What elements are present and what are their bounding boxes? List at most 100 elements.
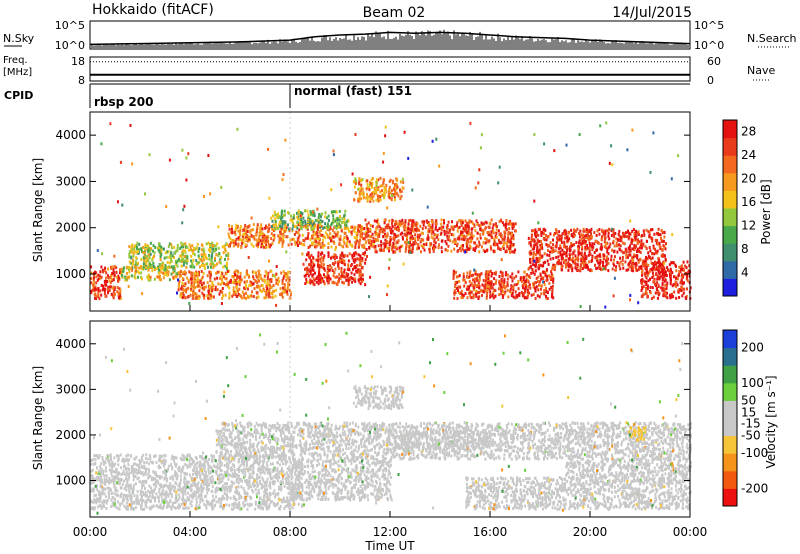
heatmap-cell <box>539 251 542 255</box>
heatmap-cell <box>639 250 642 254</box>
heatmap-cell <box>185 259 188 262</box>
heatmap-cell <box>162 247 165 251</box>
heatmap-cell <box>415 241 418 245</box>
heatmap-cell <box>623 251 625 255</box>
heatmap-cell <box>345 278 348 282</box>
heatmap-cell <box>103 292 106 295</box>
heatmap-cell <box>106 280 108 283</box>
heatmap-cell <box>532 229 535 233</box>
heatmap-cell <box>588 247 591 250</box>
heatmap-cell <box>198 295 201 299</box>
freq-unit-label: [MHz] <box>3 67 32 78</box>
heatmap-cell <box>657 296 659 300</box>
heatmap-cell <box>538 248 541 252</box>
heatmap-speckle <box>437 238 440 241</box>
heatmap-cell <box>457 226 460 230</box>
heatmap-cell <box>503 237 506 241</box>
heatmap-cell <box>583 234 586 238</box>
heatmap-cell <box>266 237 269 241</box>
heatmap-cell <box>366 197 369 201</box>
heatmap-cell <box>217 282 220 286</box>
heatmap-cell <box>674 280 677 284</box>
heatmap-cell <box>462 244 464 247</box>
heatmap-cell <box>656 277 659 281</box>
heatmap-cell <box>181 258 184 262</box>
heatmap-cell <box>550 272 553 276</box>
heatmap-cell <box>198 260 201 264</box>
heatmap-cell <box>578 235 581 239</box>
heatmap-cell <box>554 244 557 248</box>
heatmap-cell <box>247 287 249 291</box>
heatmap-cell <box>492 249 495 253</box>
heatmap-cell <box>627 229 629 233</box>
heatmap-cell <box>343 231 346 235</box>
heatmap-cell <box>317 277 320 281</box>
heatmap-cell <box>179 295 182 299</box>
heatmap-cell <box>461 219 464 223</box>
heatmap-cell <box>358 241 361 245</box>
heatmap-cell <box>599 261 601 265</box>
heatmap-cell <box>404 249 407 253</box>
heatmap-cell <box>440 250 443 254</box>
heatmap-cell <box>108 288 111 292</box>
heatmap-cell <box>161 261 164 265</box>
heatmap-cell <box>248 275 251 279</box>
heatmap-cell <box>153 266 156 270</box>
heatmap-speckle <box>384 125 387 129</box>
heatmap-cell <box>127 453 129 457</box>
heatmap-cell <box>538 280 541 284</box>
heatmap-cell <box>572 256 574 260</box>
heatmap-speckle <box>382 151 385 155</box>
heatmap-cell <box>218 260 221 264</box>
heatmap-cell <box>191 264 194 268</box>
heatmap-cell <box>427 221 430 225</box>
heatmap-cell <box>189 245 192 249</box>
heatmap-cell <box>341 274 344 278</box>
heatmap-cell <box>490 280 493 284</box>
heatmap-cell <box>353 273 356 277</box>
heatmap-cell <box>460 221 463 225</box>
heatmap-cell <box>355 269 358 273</box>
heatmap-cell <box>607 234 610 238</box>
heatmap-cell <box>344 254 347 258</box>
heatmap-speckle <box>677 154 680 158</box>
heatmap-cell <box>209 263 212 267</box>
heatmap-cell <box>387 226 390 230</box>
heatmap-cell <box>630 242 633 245</box>
heatmap-cell <box>418 236 421 240</box>
heatmap-cell <box>546 243 549 247</box>
heatmap-cell <box>124 277 127 281</box>
heatmap-cell <box>577 247 580 251</box>
heatmap-cell <box>335 227 338 231</box>
heatmap-cell <box>261 278 264 282</box>
heatmap-cell <box>232 240 235 244</box>
heatmap-cell <box>275 223 278 227</box>
ytick-label: 4000 <box>55 128 86 142</box>
heatmap-cell <box>549 277 552 280</box>
heatmap-cell <box>332 235 334 239</box>
heatmap-cell <box>683 268 685 272</box>
heatmap-cell <box>354 177 357 181</box>
heatmap-cell <box>172 267 175 271</box>
heatmap-cell <box>584 239 587 243</box>
heatmap-cell <box>644 265 647 269</box>
heatmap-cell <box>238 283 241 287</box>
heatmap-cell <box>136 246 139 249</box>
heatmap-cell <box>622 231 624 235</box>
heatmap-cell <box>376 233 379 237</box>
heatmap-cell <box>541 246 543 250</box>
heatmap-cell <box>464 281 467 285</box>
heatmap-cell <box>574 258 577 262</box>
heatmap-cell <box>300 220 303 223</box>
heatmap-cell <box>202 281 205 285</box>
heatmap-cell <box>451 240 454 244</box>
heatmap-cell <box>143 251 146 255</box>
heatmap-cell <box>365 235 368 239</box>
heatmap-cell <box>354 279 357 283</box>
heatmap-cell <box>596 266 599 270</box>
heatmap-cell <box>580 251 583 255</box>
heatmap-cell <box>259 288 262 292</box>
heatmap-cell <box>551 288 554 291</box>
heatmap-cell <box>399 232 402 236</box>
heatmap-cell <box>674 283 676 287</box>
